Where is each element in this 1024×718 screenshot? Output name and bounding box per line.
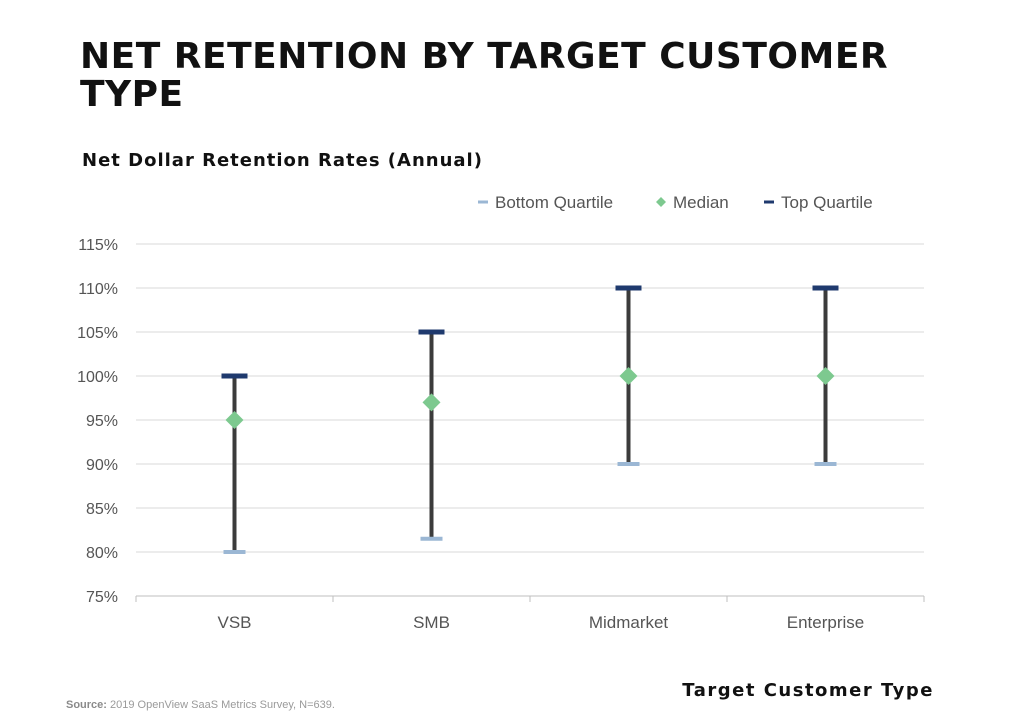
x-tick-label: VSB [217,613,251,632]
chart-title: NET RETENTION BY TARGET CUSTOMER TYPE [80,36,889,115]
source-text: 2019 OpenView SaaS Metrics Survey, N=639… [110,699,335,711]
median-marker [422,393,441,412]
x-tick-label: SMB [413,613,450,632]
x-tick-label: Midmarket [589,613,669,632]
y-tick-label: 80% [86,545,118,562]
legend-median-marker [656,197,666,207]
y-tick-label: 100% [77,369,118,386]
y-tick-label: 90% [86,457,118,474]
legend-label: Median [673,193,729,212]
median-marker [619,367,638,385]
legend-label: Bottom Quartile [495,193,613,212]
y-tick-label: 115% [78,237,118,254]
source-label: Source: [66,699,107,711]
chart-subtitle: Net Dollar Retention Rates (Annual) [82,150,483,171]
median-marker [816,367,835,385]
legend-label: Top Quartile [781,193,873,212]
x-tick-label: Enterprise [787,613,864,632]
median-marker [225,411,244,429]
y-tick-label: 95% [86,413,118,430]
y-tick-label: 110% [78,281,118,298]
y-tick-label: 105% [77,325,118,342]
source-note: Source: 2019 OpenView SaaS Metrics Surve… [66,699,335,711]
y-tick-label: 85% [86,501,118,518]
y-tick-label: 75% [86,589,118,606]
x-axis-title: Target Customer Type [682,680,934,701]
